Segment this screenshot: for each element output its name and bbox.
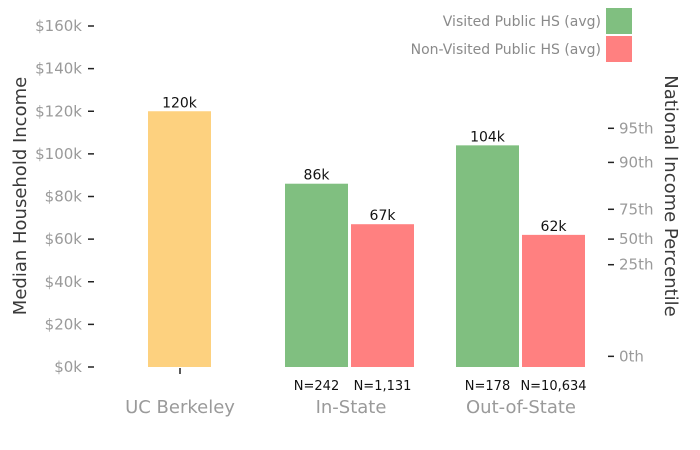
y-tick-label: $20k <box>45 315 83 333</box>
right-y-axis-title: National Income Percentile <box>660 75 681 317</box>
bars-group: 120k 86k N=242 67k N=1,131 104k N=178 62k N=10,6… <box>148 95 587 394</box>
bar <box>285 183 348 367</box>
bar-n-label: N=178 <box>465 379 510 394</box>
y-tick-label: $60k <box>45 230 83 248</box>
y-tick-label: $0k <box>54 358 82 376</box>
category-label: Out-of-State <box>466 397 576 418</box>
legend-label: Visited Public HS (avg) <box>443 14 601 30</box>
bar-n-label: N=1,131 <box>354 379 412 394</box>
right-tick-label: 95th <box>619 119 653 137</box>
y-tick-label: $80k <box>45 188 83 206</box>
y-tick-label: $140k <box>35 60 82 78</box>
bar-n-label: N=10,634 <box>520 379 586 394</box>
right-tick-label: 90th <box>619 153 653 171</box>
y-tick-label: $120k <box>35 102 82 120</box>
legend: Visited Public HS (avg) Non-Visited Publi… <box>411 8 632 62</box>
bar-value-label: 104k <box>470 129 506 145</box>
category-label: In-State <box>316 397 387 418</box>
bar-value-label: 86k <box>304 168 331 184</box>
right-tick-label: 75th <box>619 200 653 218</box>
right-tick-label: 0th <box>619 347 644 365</box>
left-y-axis: $0k $20k $40k $60k $80k $100k $120k $140k $160k <box>35 17 94 376</box>
bar-value-label: 62k <box>541 219 568 235</box>
bar-n-label: N=242 <box>294 379 339 394</box>
category-axis: UC Berkeley In-State Out-of-State <box>125 368 576 418</box>
y-axis-title: Median Household Income <box>10 77 31 315</box>
bar-value-label: 67k <box>370 208 397 224</box>
bar <box>351 224 414 367</box>
y-tick-label: $40k <box>45 273 83 291</box>
right-tick-label: 25th <box>619 256 653 274</box>
y-tick-label: $160k <box>35 17 82 35</box>
category-label: UC Berkeley <box>125 397 235 418</box>
bar <box>522 234 585 367</box>
y-tick-label: $100k <box>35 145 82 163</box>
bar <box>456 145 519 367</box>
bar-value-label: 120k <box>162 95 198 111</box>
bar <box>148 111 211 367</box>
legend-label: Non-Visited Public HS (avg) <box>411 42 601 58</box>
right-y-axis: 0th 25th 50th 75th 90th 95th <box>608 119 653 365</box>
legend-swatch <box>606 8 632 34</box>
legend-swatch <box>606 36 632 62</box>
right-tick-label: 50th <box>619 230 653 248</box>
